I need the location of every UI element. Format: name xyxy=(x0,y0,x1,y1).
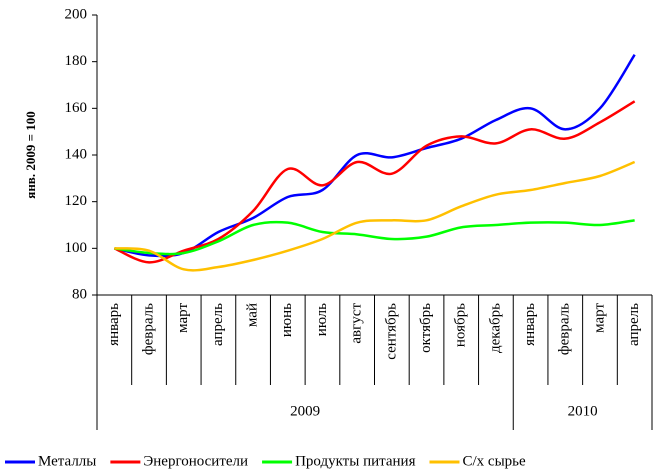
x-tick-label: февраль xyxy=(557,303,573,355)
y-tick-label: 160 xyxy=(65,100,88,116)
x-tick-label: сентябрь xyxy=(383,303,399,360)
x-tick-label: июнь xyxy=(279,303,295,337)
x-tick-label: май xyxy=(245,303,261,327)
y-tick-label: 180 xyxy=(65,53,88,69)
legend-label: Энергоносители xyxy=(143,453,248,469)
y-tick-label: 100 xyxy=(65,240,88,256)
x-tick-label: август xyxy=(349,303,365,344)
x-tick-label: январь xyxy=(106,303,122,346)
y-axis-label: янв. 2009 = 100 xyxy=(23,111,38,198)
x-tick-label: апрель xyxy=(626,303,642,346)
series-line xyxy=(113,100,636,264)
x-tick-label: апрель xyxy=(210,303,226,346)
x-tick-label: ноябрь xyxy=(453,303,469,347)
y-tick-label: 140 xyxy=(65,146,88,162)
y-tick-label: 120 xyxy=(65,193,88,209)
series-line xyxy=(114,219,635,256)
series-line xyxy=(114,160,636,272)
group-label: 2009 xyxy=(290,403,320,419)
legend-label: Металлы xyxy=(38,453,96,469)
x-tick-label: март xyxy=(175,303,191,333)
legend-label: Продукты питания xyxy=(295,453,416,469)
x-tick-label: март xyxy=(591,303,607,333)
x-tick-label: октябрь xyxy=(418,303,434,353)
y-tick-label: 200 xyxy=(65,6,88,22)
y-tick-label: 80 xyxy=(72,286,87,302)
x-tick-label: июль xyxy=(314,303,330,336)
series-line xyxy=(114,53,636,258)
x-tick-label: декабрь xyxy=(487,303,503,353)
x-tick-label: февраль xyxy=(140,303,156,355)
legend-label: С/х сырье xyxy=(462,453,525,469)
group-label: 2010 xyxy=(568,403,598,419)
x-tick-label: январь xyxy=(522,303,538,346)
